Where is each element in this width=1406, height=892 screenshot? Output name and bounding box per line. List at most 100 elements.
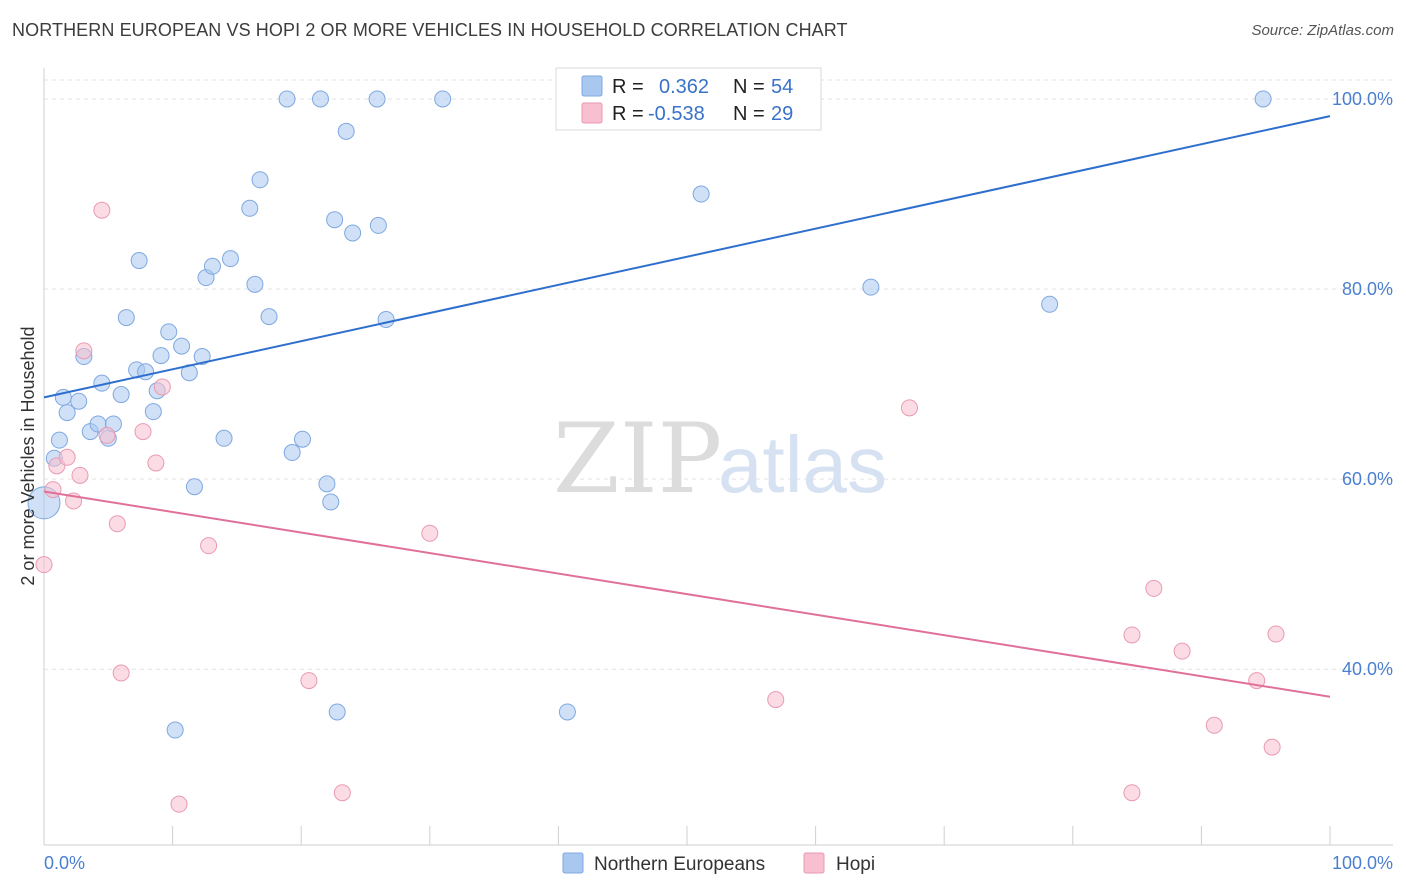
point-northern-europeans-5 [70,392,88,410]
series-legend-swatch-hopi[interactable] [803,852,825,874]
grid-lines [44,79,1393,670]
point-hopi-24 [1173,642,1191,660]
point-hopi-3 [58,448,76,466]
point-northern-europeans-20 [160,323,178,341]
point-hopi-5 [71,466,89,484]
point-northern-europeans-27 [215,429,233,447]
point-hopi-6 [75,342,93,360]
point-northern-europeans-44 [377,310,395,328]
y-tick-label-40: 40.0% [1342,659,1393,679]
y-tick-label-100: 100.0% [1332,89,1393,109]
point-northern-europeans-34 [311,90,329,108]
y-tick-label-80: 80.0% [1342,279,1393,299]
point-hopi-8 [98,426,116,444]
legend-n-value-2: 29 [771,103,793,125]
point-northern-europeans-17 [144,403,162,421]
point-hopi-11 [134,423,152,441]
point-hopi-22 [1123,784,1141,802]
stats-legend: R = 0.362 N = 54 R = -0.538 N = 29 [555,67,822,131]
point-hopi-9 [108,515,126,533]
point-northern-europeans-49 [692,185,710,203]
point-hopi-7 [93,201,111,219]
legend-n-label-1: N = [733,76,765,98]
series-legend: Northern Europeans Hopi [562,852,875,875]
point-hopi-21 [1123,626,1141,644]
legend-swatch-northern-europeans [581,75,603,97]
x-tick-label-0: 0.0% [44,853,85,873]
legend-r-label-2: R = [612,103,644,125]
point-northern-europeans-40 [337,122,355,140]
legend-swatch-hopi [581,102,603,124]
point-hopi-25 [1205,716,1223,734]
watermark-zip: ZIP [553,403,722,515]
point-hopi-10 [112,664,130,682]
point-northern-europeans-35 [283,444,301,462]
point-northern-europeans-45 [434,90,452,108]
legend-n-value-1: 54 [771,76,793,98]
point-northern-europeans-19 [152,347,170,365]
axes [43,68,1393,846]
point-northern-europeans-24 [193,348,211,366]
x-tick-label-100: 100.0% [1332,853,1393,873]
point-northern-europeans-36 [293,430,311,448]
point-northern-europeans-28 [221,250,239,268]
source-label[interactable]: Source: ZipAtlas.com [1251,22,1394,39]
point-hopi-1 [44,481,62,499]
point-northern-europeans-38 [322,493,340,511]
trend-lines [43,115,1331,698]
legend-n-label-2: N = [733,103,765,125]
point-northern-europeans-39 [326,211,344,229]
point-northern-europeans-32 [241,199,259,217]
series-legend-hopi[interactable]: Hopi [836,854,875,875]
axis-labels: 40.0% 60.0% 80.0% 100.0% 0.0% 100.0% 2 or more… [18,89,1393,873]
point-hopi-15 [200,537,218,555]
point-northern-europeans-42 [368,90,386,108]
point-northern-europeans-52 [1041,295,1059,313]
legend-r-label-1: R = [612,76,644,98]
series-legend-northern-europeans[interactable]: Northern Europeans [594,854,765,875]
chart-title: NORTHERN EUROPEAN VS HOPI 2 OR MORE VEHI… [12,20,848,40]
point-northern-europeans-41 [344,224,362,242]
point-northern-europeans-29 [246,275,264,293]
series-legend-swatch-northern-europeans[interactable] [562,852,584,874]
point-hopi-0 [35,556,53,574]
trend-line-northern-europeans [43,115,1331,399]
point-northern-europeans-31 [278,90,296,108]
point-northern-europeans-2 [50,431,68,449]
point-hopi-28 [1267,625,1285,643]
legend-r-value-1: 0.362 [659,76,709,98]
point-northern-europeans-13 [117,309,135,327]
point-hopi-14 [170,795,188,813]
point-northern-europeans-53 [1254,90,1272,108]
point-hopi-17 [333,784,351,802]
point-northern-europeans-26 [203,257,221,275]
point-hopi-20 [900,399,918,417]
point-northern-europeans-33 [251,171,269,189]
data-points [27,90,1285,813]
watermark-atlas: atlas [718,420,887,509]
y-axis-label: 2 or more Vehicles in Household [18,326,38,585]
point-northern-europeans-43 [369,216,387,234]
point-hopi-19 [767,691,785,709]
watermark: ZIP atlas [553,403,887,515]
trend-line-hopi [43,490,1331,698]
point-northern-europeans-12 [112,386,130,404]
point-northern-europeans-30 [260,308,278,326]
point-northern-europeans-15 [130,252,148,270]
point-northern-europeans-48 [558,703,576,721]
point-northern-europeans-23 [185,478,203,496]
legend-r-value-2: -0.538 [648,103,705,125]
point-northern-europeans-37 [318,475,336,493]
point-northern-europeans-46 [166,721,184,739]
point-hopi-16 [300,672,318,690]
point-hopi-23 [1145,579,1163,597]
point-northern-europeans-4 [58,404,76,422]
point-hopi-18 [421,524,439,542]
point-hopi-13 [153,378,171,396]
point-northern-europeans-51 [862,278,880,296]
y-tick-label-60: 60.0% [1342,469,1393,489]
point-hopi-27 [1263,738,1281,756]
point-northern-europeans-21 [173,337,191,355]
point-northern-europeans-47 [328,703,346,721]
